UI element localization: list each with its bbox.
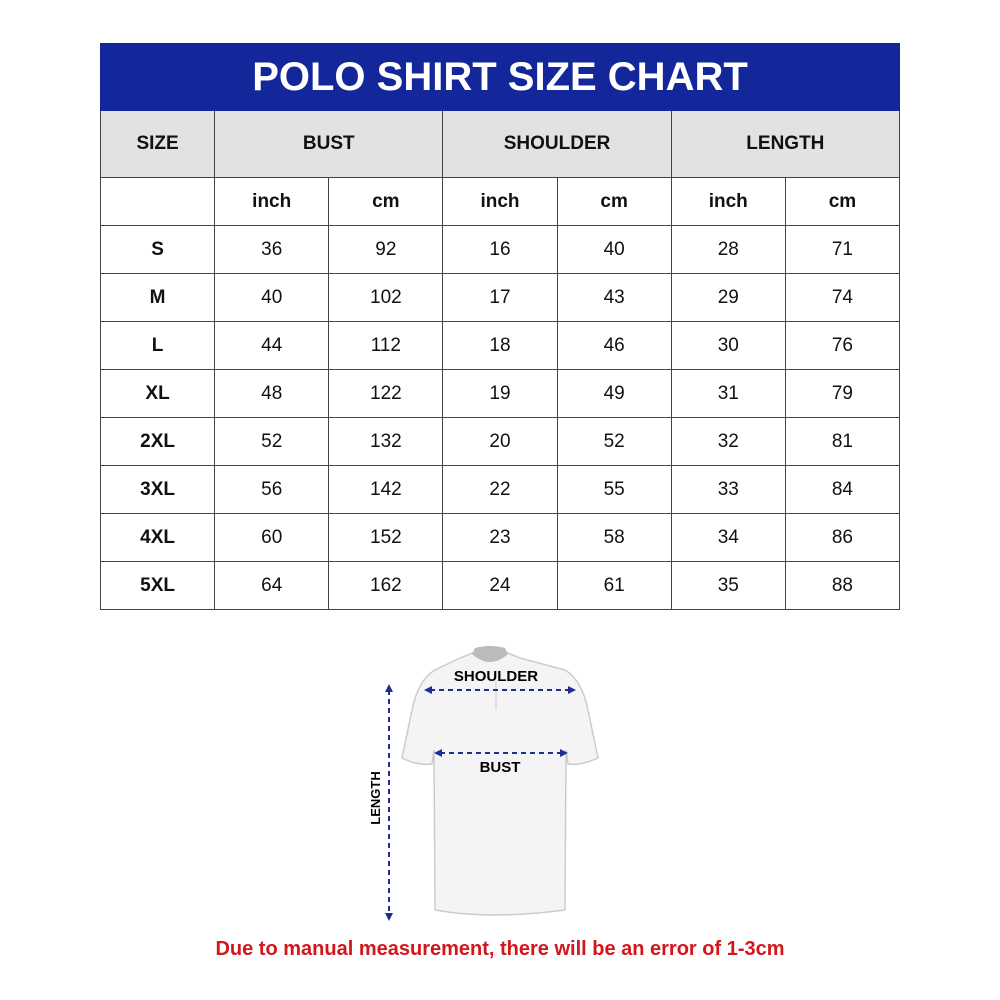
- unit-cm: cm: [784, 177, 901, 226]
- table-row: XL 48 122 19 49 31 79: [99, 369, 901, 418]
- value-cell: 88: [784, 561, 901, 610]
- value-cell: 19: [442, 369, 558, 418]
- shirt-body: [401, 648, 599, 916]
- value-cell: 61: [556, 561, 672, 610]
- value-cell: 24: [442, 561, 558, 610]
- bust-label: BUST: [480, 759, 521, 776]
- value-cell: 60: [214, 513, 330, 562]
- value-cell: 31: [670, 369, 786, 418]
- value-cell: 20: [442, 417, 558, 466]
- value-cell: 36: [214, 225, 330, 274]
- value-cell: 18: [442, 321, 558, 370]
- value-cell: 76: [784, 321, 901, 370]
- size-cell: S: [99, 225, 216, 274]
- value-cell: 43: [556, 273, 672, 322]
- size-cell: M: [99, 273, 216, 322]
- value-cell: 40: [214, 273, 330, 322]
- value-cell: 162: [328, 561, 444, 610]
- size-chart-table: POLO SHIRT SIZE CHART SIZE BUST SHOULDER…: [99, 43, 901, 610]
- unit-inch: inch: [442, 177, 558, 226]
- value-cell: 102: [328, 273, 444, 322]
- header-bust: BUST: [214, 110, 444, 178]
- size-cell: XL: [99, 369, 216, 418]
- size-cell: L: [99, 321, 216, 370]
- size-cell: 5XL: [99, 561, 216, 610]
- value-cell: 55: [556, 465, 672, 514]
- table-row: M 40 102 17 43 29 74: [99, 273, 901, 322]
- value-cell: 79: [784, 369, 901, 418]
- value-cell: 52: [556, 417, 672, 466]
- value-cell: 56: [214, 465, 330, 514]
- unit-cm: cm: [556, 177, 672, 226]
- value-cell: 32: [670, 417, 786, 466]
- length-label: LENGTH: [368, 771, 383, 824]
- value-cell: 23: [442, 513, 558, 562]
- header-shoulder: SHOULDER: [442, 110, 672, 178]
- unit-cm: cm: [328, 177, 444, 226]
- header-size: SIZE: [99, 110, 216, 178]
- value-cell: 34: [670, 513, 786, 562]
- value-cell: 33: [670, 465, 786, 514]
- value-cell: 49: [556, 369, 672, 418]
- table-row: 5XL 64 162 24 61 35 88: [99, 561, 901, 610]
- value-cell: 84: [784, 465, 901, 514]
- value-cell: 29: [670, 273, 786, 322]
- chart-title: POLO SHIRT SIZE CHART: [100, 43, 900, 111]
- size-cell: 3XL: [99, 465, 216, 514]
- header-length: LENGTH: [670, 110, 901, 178]
- unit-inch: inch: [214, 177, 330, 226]
- value-cell: 52: [214, 417, 330, 466]
- measurement-note: Due to manual measurement, there will be…: [215, 938, 785, 960]
- size-cell: 4XL: [99, 513, 216, 562]
- value-cell: 142: [328, 465, 444, 514]
- value-cell: 64: [214, 561, 330, 610]
- table-row: 3XL 56 142 22 55 33 84: [99, 465, 901, 514]
- value-cell: 28: [670, 225, 786, 274]
- value-cell: 74: [784, 273, 901, 322]
- value-cell: 17: [442, 273, 558, 322]
- value-cell: 35: [670, 561, 786, 610]
- value-cell: 48: [214, 369, 330, 418]
- value-cell: 71: [784, 225, 901, 274]
- value-cell: 112: [328, 321, 444, 370]
- unit-blank: [99, 177, 216, 226]
- value-cell: 81: [784, 417, 901, 466]
- value-cell: 86: [784, 513, 901, 562]
- shoulder-label: SHOULDER: [454, 668, 538, 685]
- value-cell: 46: [556, 321, 672, 370]
- value-cell: 132: [328, 417, 444, 466]
- table-row: L 44 112 18 46 30 76: [99, 321, 901, 370]
- value-cell: 30: [670, 321, 786, 370]
- value-cell: 92: [328, 225, 444, 274]
- table-row: 2XL 52 132 20 52 32 81: [99, 417, 901, 466]
- table-row: S 36 92 16 40 28 71: [99, 225, 901, 274]
- unit-inch: inch: [670, 177, 786, 226]
- value-cell: 22: [442, 465, 558, 514]
- value-cell: 58: [556, 513, 672, 562]
- value-cell: 16: [442, 225, 558, 274]
- value-cell: 122: [328, 369, 444, 418]
- value-cell: 44: [214, 321, 330, 370]
- polo-shirt-diagram: SHOULDER BUST LENGTH: [368, 646, 599, 921]
- value-cell: 40: [556, 225, 672, 274]
- value-cell: 152: [328, 513, 444, 562]
- size-cell: 2XL: [99, 417, 216, 466]
- table-row: 4XL 60 152 23 58 34 86: [99, 513, 901, 562]
